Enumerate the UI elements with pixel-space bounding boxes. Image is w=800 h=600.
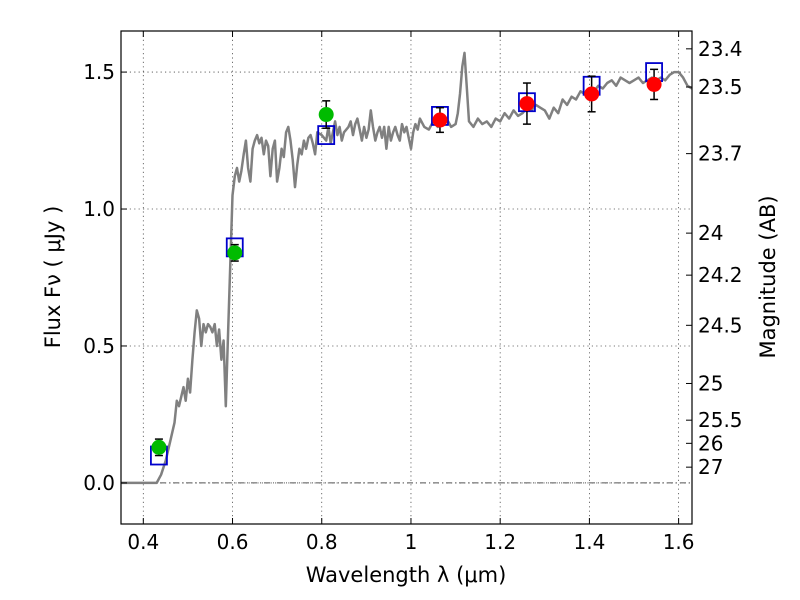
y-tick-label: 0.5 xyxy=(83,334,115,358)
plot-frame xyxy=(120,30,693,525)
x-axis-label: Wavelength λ (μm) xyxy=(306,563,507,587)
mag-tick-label: 26 xyxy=(698,431,723,455)
x-axis-ticks: 0.4 0.6 0.8 1 1.2 1.4 1.6 xyxy=(127,31,695,554)
mag-tick-label: 23.7 xyxy=(698,142,743,166)
right-axis-label: Magnitude (AB) xyxy=(756,195,780,358)
observed-point-marker xyxy=(519,96,535,112)
mag-tick-label: 24.5 xyxy=(698,313,743,337)
mag-tick-label: 24 xyxy=(698,221,723,245)
y-axis-label: Flux Fν ( μJy ) xyxy=(41,206,65,349)
mag-tick-label: 23.4 xyxy=(698,37,743,61)
x-tick-label: 0.6 xyxy=(217,530,249,554)
y-axis-ticks: 0.0 0.5 1.0 1.5 xyxy=(83,60,127,495)
y-tick-label: 1.0 xyxy=(83,197,115,221)
mag-tick-label: 25 xyxy=(698,371,723,395)
observed-point-marker xyxy=(227,245,243,261)
x-tick-label: 1.4 xyxy=(573,530,605,554)
x-tick-label: 0.4 xyxy=(127,530,159,554)
mag-tick-label: 27 xyxy=(698,455,723,479)
observed-point-marker xyxy=(584,86,600,102)
mag-tick-label: 23.5 xyxy=(698,75,743,99)
observed-point-marker xyxy=(151,439,167,455)
x-tick-label: 1 xyxy=(405,530,418,554)
y-tick-label: 1.5 xyxy=(83,60,115,84)
spectrum-line xyxy=(121,51,693,485)
mag-tick-label: 25.5 xyxy=(698,408,743,432)
x-tick-label: 0.8 xyxy=(306,530,338,554)
observed-point-marker xyxy=(432,112,448,128)
y-tick-label: 0.0 xyxy=(83,471,115,495)
data-series xyxy=(121,51,693,485)
observed-point-marker xyxy=(318,107,334,123)
x-tick-label: 1.6 xyxy=(663,530,695,554)
x-tick-label: 1.2 xyxy=(484,530,516,554)
grid xyxy=(121,31,692,524)
observed-point-marker xyxy=(646,76,662,92)
mag-tick-label: 24.2 xyxy=(698,263,743,287)
